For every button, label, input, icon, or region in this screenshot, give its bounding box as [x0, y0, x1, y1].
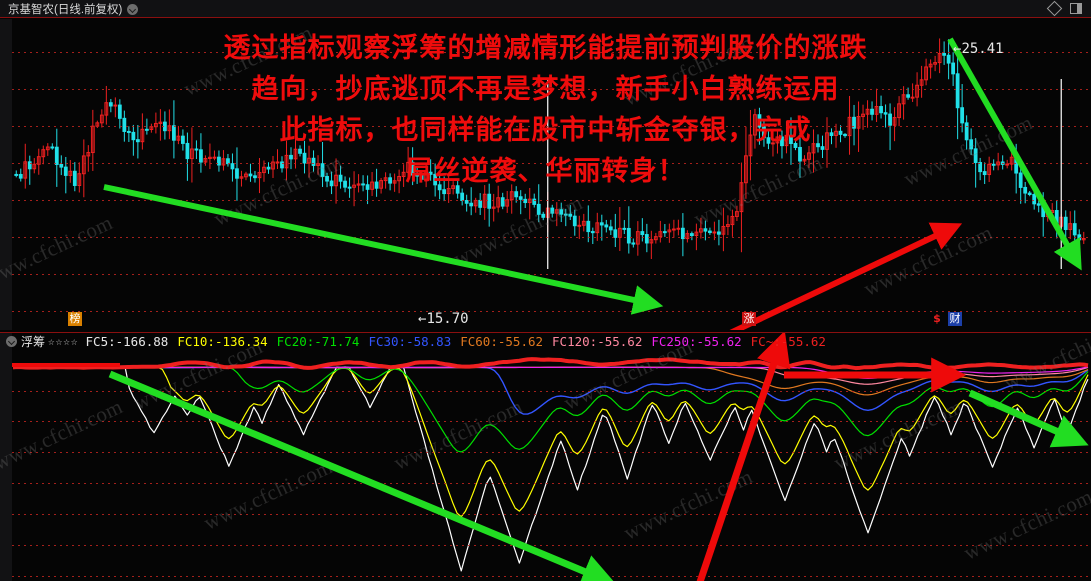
fc60-value: -55.62: [497, 334, 544, 349]
fc120-value: -55.62: [597, 334, 643, 349]
indicator-gridline: [12, 545, 1091, 546]
indicator-value-fc120: FC120:-55.62: [552, 334, 642, 349]
high-price-label: ←25.41: [953, 41, 1004, 57]
indicator-baseline-layer: [12, 363, 120, 367]
marker-bang[interactable]: 榜: [68, 312, 82, 326]
price-pane-left-gutter: [0, 19, 12, 330]
fc250-label: FC250:: [651, 334, 697, 349]
fc30-value: -58.83: [406, 334, 452, 349]
panel-toggle-icon[interactable]: [1070, 3, 1082, 14]
fc5-value: -166.88: [115, 334, 169, 349]
price-gridline: [12, 237, 1091, 238]
marker-zhang[interactable]: 涨: [742, 312, 756, 326]
indicator-name[interactable]: 浮筹: [21, 335, 46, 349]
price-annotation-layer: [103, 37, 1082, 330]
indicator-value-fc10: FC10:-136.34: [177, 334, 267, 349]
fc60-label: FC60:: [460, 334, 498, 349]
fc20-label: FC20:: [276, 334, 315, 349]
symbol-title-text: 京基智农(日线.前复权): [8, 3, 123, 16]
price-top-down-arrow: [947, 37, 1082, 271]
price-gridline: [12, 163, 1091, 164]
window-title-bar: 京基智农(日线.前复权): [0, 0, 1091, 18]
indicator-uptrend-arrow: [696, 333, 791, 581]
indicator-value-fc60: FC60:-55.62: [460, 334, 543, 349]
indicator-gridline: [12, 391, 1091, 392]
low-price-arrow-glyph: ←: [418, 311, 427, 327]
indicator-pane-left-gutter: [0, 333, 12, 581]
fc5-label: FC5:: [85, 334, 116, 349]
indicator-value-fc20: FC20:-71.74: [277, 334, 360, 349]
indicator-gridline: [12, 483, 1091, 484]
titlebar-right-icons: [1046, 0, 1091, 17]
price-gridline: [12, 311, 1091, 312]
fc20-value: -71.74: [314, 334, 360, 349]
marker-dollar[interactable]: $: [933, 312, 941, 325]
fc250-value: -55.62: [696, 334, 742, 349]
indicator-header: 浮筹 ☆☆☆☆ FC5:-166.88 FC10:-136.34 FC20:-7…: [0, 333, 835, 350]
indicator-value-fc250: FC250:-55.62: [651, 334, 741, 349]
price-gridline: [12, 126, 1091, 127]
price-gridline: [12, 52, 1091, 53]
fc30-label: FC30:: [368, 334, 407, 349]
indicator-annotation-layer: [108, 333, 1089, 581]
fc120-label: FC120:: [552, 334, 598, 349]
indicator-value-fc30: FC30:-58.83: [368, 334, 451, 349]
indicator-gridline: [12, 576, 1091, 577]
price-gridline: [12, 89, 1091, 90]
chevron-down-circle-icon[interactable]: [6, 336, 17, 347]
indicator-downtrend-arrow: [108, 370, 617, 581]
price-gridline: [12, 200, 1091, 201]
low-price-value: 15.70: [426, 311, 469, 327]
indicator-decline-arrow: [968, 389, 1089, 448]
indicator-value-fc5: FC5:-166.88: [86, 334, 169, 349]
indicator-pane[interactable]: www.cfchi.com www.cfchi.com www.cfchi.co…: [0, 332, 1091, 581]
fc-value: -55.62: [780, 334, 826, 349]
indicator-gridline: [12, 421, 1091, 422]
price-gridline: [12, 274, 1091, 275]
chevron-down-circle-icon[interactable]: [127, 3, 139, 15]
indicator-line-FC: [12, 357, 1089, 371]
diamond-icon[interactable]: [1046, 0, 1063, 17]
low-price-label: ←15.70: [418, 311, 469, 327]
fc10-label: FC10:: [177, 334, 215, 349]
price-downtrend-arrow: [103, 184, 664, 315]
price-chart-pane[interactable]: www.cfchi.com www.cfchi.com www.cfchi.co…: [0, 19, 1091, 330]
fc-label: FC~:: [750, 334, 781, 349]
high-price-value: 25.41: [961, 41, 1004, 57]
high-price-arrow-glyph: ←: [953, 41, 962, 57]
marker-cai[interactable]: 财: [948, 312, 962, 326]
indicator-gridline: [12, 514, 1091, 515]
fc10-value: -136.34: [214, 334, 268, 349]
indicator-gridline: [12, 452, 1091, 453]
indicator-rating-stars[interactable]: ☆☆☆☆: [48, 335, 79, 348]
indicator-series-layer: [12, 357, 1089, 572]
indicator-line-FC10: [12, 366, 1089, 518]
indicator-value-fc: FC~:-55.62: [751, 334, 826, 349]
page-title: 京基智农(日线.前复权): [0, 1, 139, 17]
